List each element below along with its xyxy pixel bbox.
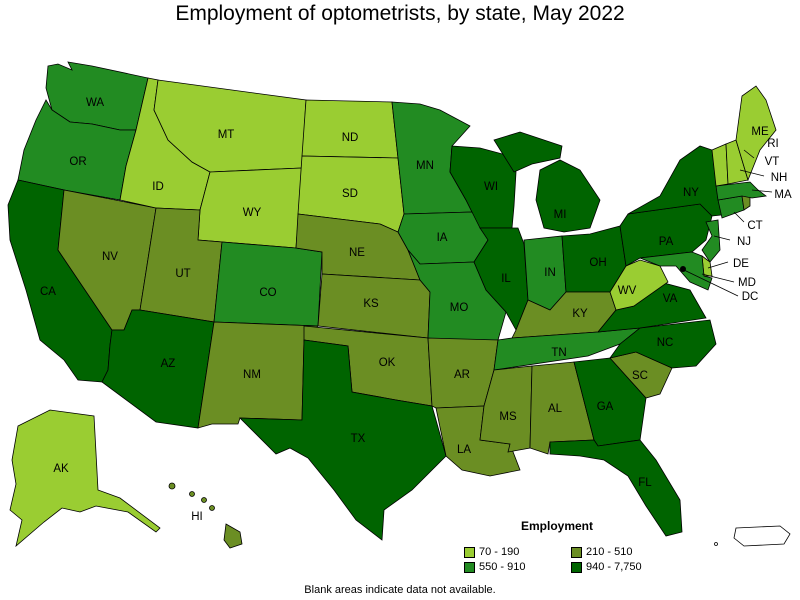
- label-tn: TN: [551, 347, 566, 359]
- label-ks: KS: [363, 298, 379, 310]
- label-ok: OK: [379, 357, 396, 369]
- label-me: ME: [751, 126, 769, 138]
- label-sc: SC: [632, 370, 648, 382]
- legend-label: 210 - 510: [586, 546, 633, 558]
- label-mt: MT: [218, 129, 235, 141]
- label-ny: NY: [683, 187, 699, 199]
- label-in: IN: [544, 267, 556, 279]
- legend-swatch: [571, 561, 582, 573]
- label-ak: AK: [53, 463, 69, 475]
- label-wy: WY: [243, 207, 262, 219]
- state-ak[interactable]: [9, 409, 161, 548]
- label-ar: AR: [454, 369, 470, 381]
- label-sd: SD: [342, 188, 358, 200]
- label-ca: CA: [40, 286, 56, 298]
- label-wa: WA: [86, 97, 104, 109]
- state-co[interactable]: [213, 241, 323, 327]
- label-wi: WI: [484, 181, 498, 193]
- legend-label: 940 - 7,750: [586, 561, 642, 573]
- state-fl[interactable]: [549, 439, 683, 537]
- label-az: AZ: [161, 358, 176, 370]
- label-nv: NV: [102, 251, 118, 263]
- state-ma[interactable]: [715, 181, 768, 201]
- label-pa: PA: [659, 236, 674, 248]
- label-nh: NH: [771, 172, 788, 184]
- legend-label: 70 - 190: [479, 546, 520, 558]
- legend-item-550-910: 550 - 910: [464, 561, 525, 573]
- label-nd: ND: [342, 132, 359, 144]
- state-il[interactable]: [473, 227, 529, 331]
- territory-vi: [714, 542, 718, 546]
- legend-swatch: [571, 546, 582, 558]
- label-il: IL: [501, 273, 511, 285]
- state-nc[interactable]: [609, 319, 717, 369]
- label-la: LA: [457, 444, 471, 456]
- state-hi[interactable]: [168, 482, 243, 549]
- state-nd[interactable]: [301, 99, 399, 159]
- label-fl: FL: [638, 477, 652, 489]
- label-id: ID: [152, 181, 164, 193]
- label-va: VA: [663, 293, 678, 305]
- territory-pr: [733, 525, 791, 547]
- label-or: OR: [69, 156, 86, 168]
- label-hi: HI: [191, 511, 203, 523]
- label-ri: RI: [767, 138, 779, 150]
- label-wv: WV: [618, 285, 637, 297]
- legend-item-210-510: 210 - 510: [571, 546, 632, 558]
- label-ia: IA: [437, 232, 448, 244]
- legend-item-70-190: 70 - 190: [464, 546, 519, 558]
- state-labels: WA OR CA NV ID MT WY UT AZ CO NM ND SD N…: [40, 97, 792, 523]
- label-mn: MN: [416, 160, 434, 172]
- label-ga: GA: [597, 401, 614, 413]
- label-tx: TX: [351, 433, 366, 445]
- label-nm: NM: [243, 369, 261, 381]
- legend-label: 550 - 910: [479, 561, 526, 573]
- label-nc: NC: [657, 337, 674, 349]
- state-mi[interactable]: [493, 131, 601, 233]
- label-ut: UT: [175, 268, 190, 280]
- label-ma: MA: [774, 189, 792, 201]
- footnote: Blank areas indicate data not available.: [304, 584, 496, 596]
- label-mi: MI: [554, 209, 567, 221]
- label-al: AL: [548, 403, 563, 415]
- label-oh: OH: [589, 257, 606, 269]
- label-nj: NJ: [737, 236, 751, 248]
- label-co: CO: [259, 287, 276, 299]
- legend-item-940-7750: 940 - 7,750: [571, 561, 642, 573]
- legend-swatch: [464, 546, 475, 558]
- dc-marker[interactable]: [680, 266, 686, 272]
- label-mo: MO: [450, 302, 469, 314]
- label-ct: CT: [747, 220, 762, 232]
- map-title: Employment of optometrists, by state, Ma…: [175, 2, 625, 25]
- state-tx[interactable]: [239, 339, 447, 541]
- state-me[interactable]: [735, 85, 777, 182]
- label-ky: KY: [572, 308, 588, 320]
- state-md[interactable]: [639, 251, 713, 291]
- label-de: DE: [733, 258, 749, 270]
- leader-lines: [683, 149, 773, 297]
- label-ne: NE: [349, 247, 365, 259]
- label-vt: VT: [765, 156, 780, 168]
- legend-title: Employment: [521, 519, 594, 533]
- legend-swatch: [464, 561, 475, 573]
- label-dc: DC: [742, 291, 759, 303]
- label-md: MD: [738, 277, 756, 289]
- label-ms: MS: [499, 411, 517, 423]
